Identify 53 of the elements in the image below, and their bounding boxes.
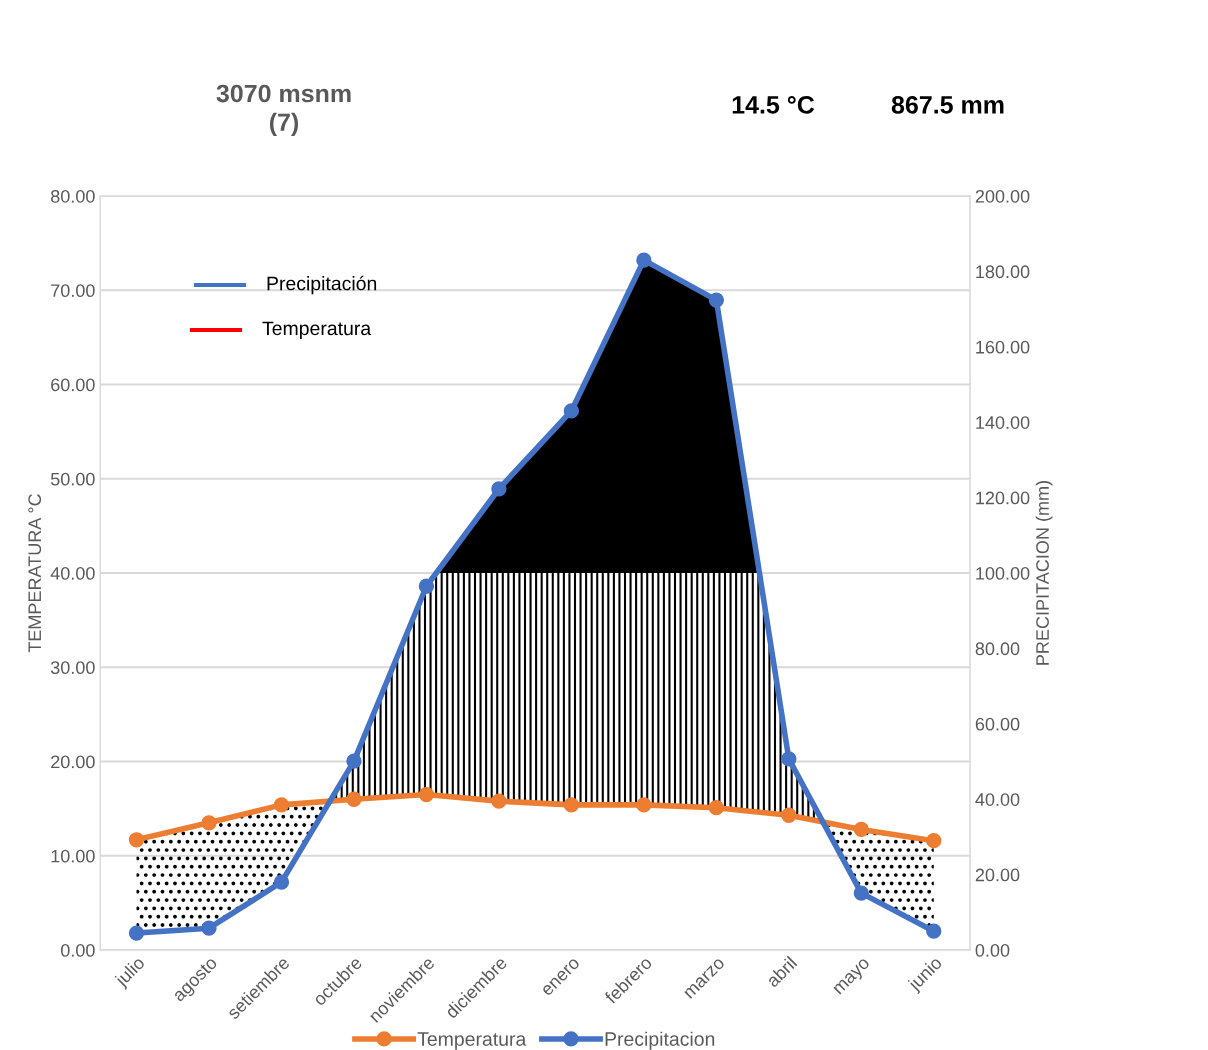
y-tick-label: 30.00 (50, 661, 95, 675)
y-tick-label: 70.00 (51, 284, 95, 298)
y2-tick-label: 200.00 (975, 189, 1030, 203)
legend-label: Temperatura (417, 1032, 527, 1050)
y-tick-label: 50.00 (50, 472, 95, 486)
point (853, 821, 869, 838)
point (708, 800, 724, 816)
point (128, 925, 145, 941)
y2-tick-label: 160.00 (976, 340, 1030, 354)
point (781, 751, 797, 767)
y2-tick-label: 140.00 (976, 416, 1030, 429)
y2-tick-label: 40.00 (975, 793, 1020, 806)
point (273, 874, 290, 890)
y2-tick-label: 80.00 (975, 642, 1020, 656)
point (926, 923, 942, 939)
point (201, 815, 217, 831)
point (853, 885, 869, 901)
y2-tick-label: 120.00 (976, 491, 1030, 505)
point (201, 920, 217, 936)
point (563, 403, 580, 419)
y2-tick-label: 180.00 (976, 265, 1030, 279)
annotation: Temperatura (262, 321, 372, 340)
y2-tick-label: 100.00 (976, 566, 1030, 580)
y-tick-label: 20.00 (51, 755, 95, 769)
y2-tick-label: 20.00 (975, 868, 1020, 882)
y2-tick-label: 0.00 (975, 943, 1010, 957)
chart-title: 3070 msnm (7) (216, 84, 351, 137)
y-tick-label: 0.00 (60, 943, 95, 957)
text: 14.5 °C (732, 96, 815, 114)
y2-tick-label: 60.00 (975, 717, 1020, 731)
point (926, 833, 942, 849)
point (491, 793, 507, 809)
y2-axis-title: PRECIPITACION (mm) (1035, 481, 1053, 665)
point (563, 797, 580, 813)
legend-label: Precipitacion (605, 1031, 715, 1050)
y-tick-label: 10.00 (51, 849, 95, 863)
y-tick-label: 40.00 (50, 566, 95, 580)
y-tick-label: 60.00 (51, 378, 95, 392)
point (491, 481, 507, 497)
point (346, 791, 362, 807)
y-axis-title: TEMPERATURA °C (28, 494, 42, 653)
point (128, 832, 145, 848)
point (418, 786, 435, 803)
point (781, 807, 797, 823)
point (346, 753, 362, 769)
text: 867.5 mm (891, 96, 1004, 114)
point (636, 797, 652, 813)
point (273, 797, 290, 813)
point (418, 578, 435, 594)
point (708, 292, 724, 308)
y-tick-label: 80.00 (51, 189, 95, 203)
point (636, 252, 652, 268)
annotation: Precipitación (267, 275, 377, 295)
